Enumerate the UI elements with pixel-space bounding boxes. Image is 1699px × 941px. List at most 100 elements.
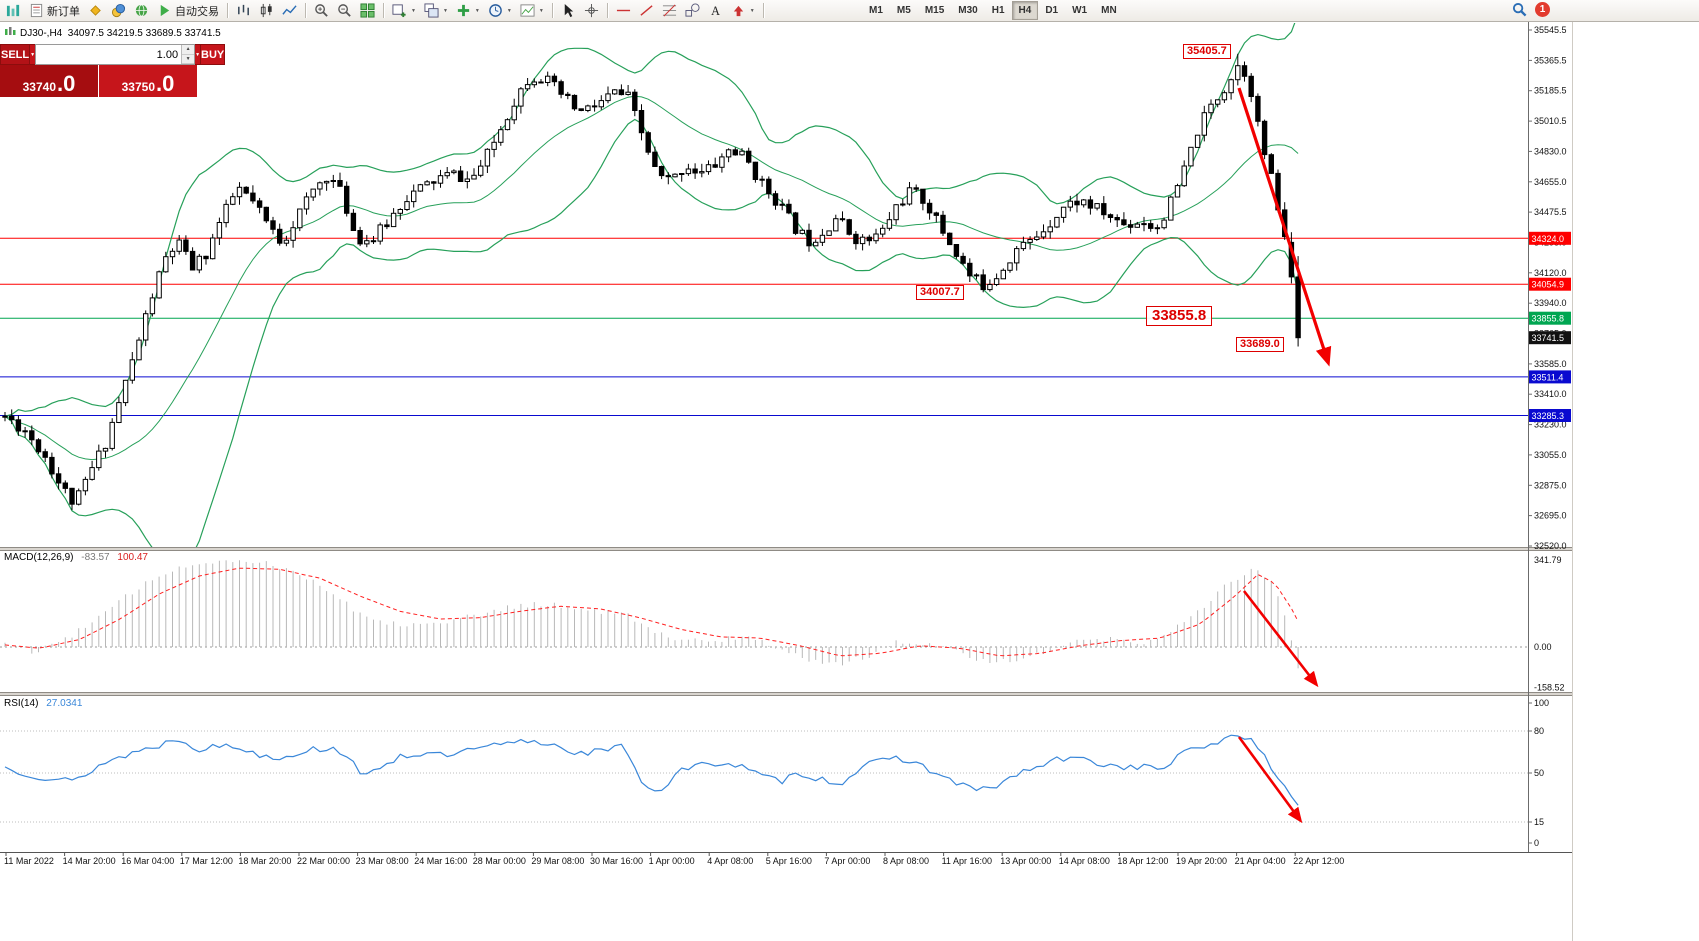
- svg-text:11 Apr 16:00: 11 Apr 16:00: [942, 856, 992, 866]
- price-annotation[interactable]: 34007.7: [916, 285, 964, 300]
- volume-decrease-button[interactable]: ▼: [182, 54, 195, 64]
- mql5-market-button[interactable]: [84, 1, 107, 21]
- svg-text:34324.0: 34324.0: [1532, 234, 1565, 244]
- tile-icon: [360, 3, 375, 18]
- caret-down-icon: ▼: [411, 7, 416, 14]
- bollinger-bands: [4, 23, 1299, 547]
- sell-button[interactable]: SELL: [0, 44, 31, 65]
- macd-signal-line: [4, 567, 1299, 657]
- horizontal-line-button[interactable]: [612, 1, 635, 21]
- svg-text:50: 50: [1534, 768, 1544, 778]
- linechart-icon: [282, 3, 297, 18]
- price-annotation[interactable]: 35405.7: [1183, 44, 1231, 59]
- svg-text:4 Apr 08:00: 4 Apr 08:00: [707, 856, 753, 866]
- crosshair-button[interactable]: [580, 1, 603, 21]
- rsi-name: RSI(14): [4, 698, 39, 709]
- timeframe-mn-button[interactable]: MN: [1094, 1, 1124, 20]
- text-label-button[interactable]: A: [704, 1, 727, 21]
- trade-buttons-row: SELL ▼ ▲ ▼ ▼ BUY: [0, 44, 226, 65]
- svg-text:34475.5: 34475.5: [1534, 207, 1567, 217]
- symbol-ohlc-text: DJ30-,H4 34097.5 34219.5 33689.5 33741.5: [20, 27, 221, 39]
- timeframe-h1-button[interactable]: H1: [985, 1, 1012, 20]
- volume-spinner: ▲ ▼: [181, 45, 195, 64]
- buy-button[interactable]: BUY: [200, 44, 226, 65]
- svg-text:35185.5: 35185.5: [1534, 86, 1567, 96]
- svg-text:32695.0: 32695.0: [1534, 511, 1567, 521]
- caret-down-icon: ▼: [506, 7, 512, 14]
- autotrading-button[interactable]: 自动交易: [153, 1, 223, 21]
- time-axis[interactable]: 11 Mar 2022 14 Mar 20:00 16 Mar 04:00 17 Ma…: [0, 852, 1572, 866]
- tile-windows-button[interactable]: [356, 1, 379, 21]
- templates-button[interactable]: ▼: [516, 1, 548, 21]
- cascade-icon: [424, 3, 439, 18]
- buy-price[interactable]: 33750 .0: [99, 65, 197, 97]
- profiles-button[interactable]: ▼: [420, 1, 452, 21]
- timeframe-d1-button[interactable]: D1: [1038, 1, 1065, 20]
- svg-text:1 Apr 00:00: 1 Apr 00:00: [649, 856, 695, 866]
- svg-text:28 Mar 00:00: 28 Mar 00:00: [473, 856, 526, 866]
- indicators-button[interactable]: ▼: [452, 1, 484, 21]
- deposit-button[interactable]: [107, 1, 130, 21]
- timeframe-m15-button[interactable]: M15: [918, 1, 951, 20]
- horizontal-level-lines[interactable]: [0, 237, 1528, 416]
- textA-icon: A: [708, 3, 723, 18]
- candlestick-chart-button[interactable]: [255, 1, 278, 21]
- svg-text:19 Apr 20:00: 19 Apr 20:00: [1176, 856, 1227, 866]
- rsi-indicator-label: RSI(14) 27.0341: [4, 698, 82, 709]
- timeframe-m5-button[interactable]: M5: [890, 1, 918, 20]
- svg-text:16 Mar 04:00: 16 Mar 04:00: [121, 856, 174, 866]
- toolbar-separator: [762, 3, 764, 18]
- sell-options-caret-icon[interactable]: ▼: [30, 44, 36, 65]
- svg-text:14 Mar 20:00: 14 Mar 20:00: [63, 856, 116, 866]
- one-click-trading-widget: SELL ▼ ▲ ▼ ▼ BUY 33740 .0 3375: [0, 44, 226, 97]
- notification-badge[interactable]: 1: [1535, 2, 1550, 17]
- svg-text:80: 80: [1534, 726, 1544, 736]
- svg-text:32875.0: 32875.0: [1534, 480, 1567, 490]
- timeframe-h4-button[interactable]: H4: [1011, 1, 1039, 20]
- sell-price[interactable]: 33740 .0: [0, 65, 98, 97]
- timeframe-w1-button[interactable]: W1: [1065, 1, 1094, 20]
- trend-line-button[interactable]: [635, 1, 658, 21]
- timeframe-m1-button[interactable]: M1: [862, 1, 890, 20]
- svg-text:7 Apr 00:00: 7 Apr 00:00: [824, 856, 870, 866]
- price-annotation[interactable]: 33855.8: [1146, 306, 1213, 326]
- svg-text:11 Mar 2022: 11 Mar 2022: [4, 856, 54, 866]
- community-button[interactable]: [130, 1, 153, 21]
- volume-input[interactable]: [36, 45, 182, 64]
- buy-options-caret-icon[interactable]: ▼: [195, 44, 201, 65]
- chart-shortcut-button[interactable]: [2, 1, 25, 21]
- price-annotation[interactable]: 33689.0: [1236, 337, 1284, 352]
- price-scale[interactable]: 35545.5 35365.5 35185.5 35010.5 34830.0 34655…: [1528, 22, 1567, 852]
- svg-text:33410.0: 33410.0: [1534, 389, 1567, 399]
- macd-indicator-label: MACD(12,26,9) -83.57 100.47: [4, 552, 148, 563]
- svg-text:0.00: 0.00: [1534, 642, 1552, 652]
- timeframe-m30-button[interactable]: M30: [951, 1, 984, 20]
- bar-chart-button[interactable]: [232, 1, 255, 21]
- fibonacci-button[interactable]: [658, 1, 681, 21]
- svg-text:33940.0: 33940.0: [1534, 298, 1567, 308]
- toolbar-separator: [606, 3, 608, 18]
- svg-text:24 Mar 16:00: 24 Mar 16:00: [414, 856, 467, 866]
- trend-arrows[interactable]: [1237, 87, 1332, 824]
- svg-text:14 Apr 08:00: 14 Apr 08:00: [1059, 856, 1110, 866]
- svg-text:35365.5: 35365.5: [1534, 55, 1567, 65]
- shapes-button[interactable]: [681, 1, 704, 21]
- cursor-button[interactable]: [557, 1, 580, 21]
- zoom-out-button[interactable]: [333, 1, 356, 21]
- new-order-button[interactable]: 新订单: [25, 1, 84, 21]
- periods-button[interactable]: ▼: [484, 1, 516, 21]
- toolbar-right: 1: [1512, 2, 1550, 17]
- volume-increase-button[interactable]: ▲: [182, 45, 195, 55]
- toolbar-separator: [227, 3, 228, 18]
- line-chart-button[interactable]: [278, 1, 301, 21]
- volume-field: ▲ ▼: [35, 44, 196, 65]
- svg-text:21 Apr 04:00: 21 Apr 04:00: [1235, 856, 1286, 866]
- zoom-in-button[interactable]: [310, 1, 333, 21]
- svg-text:341.79: 341.79: [1534, 555, 1562, 565]
- arrow-objects-button[interactable]: ▼: [727, 1, 759, 21]
- search-icon[interactable]: [1512, 2, 1527, 17]
- svg-text:5 Apr 16:00: 5 Apr 16:00: [766, 856, 812, 866]
- new-chart-button[interactable]: ▼: [388, 1, 420, 21]
